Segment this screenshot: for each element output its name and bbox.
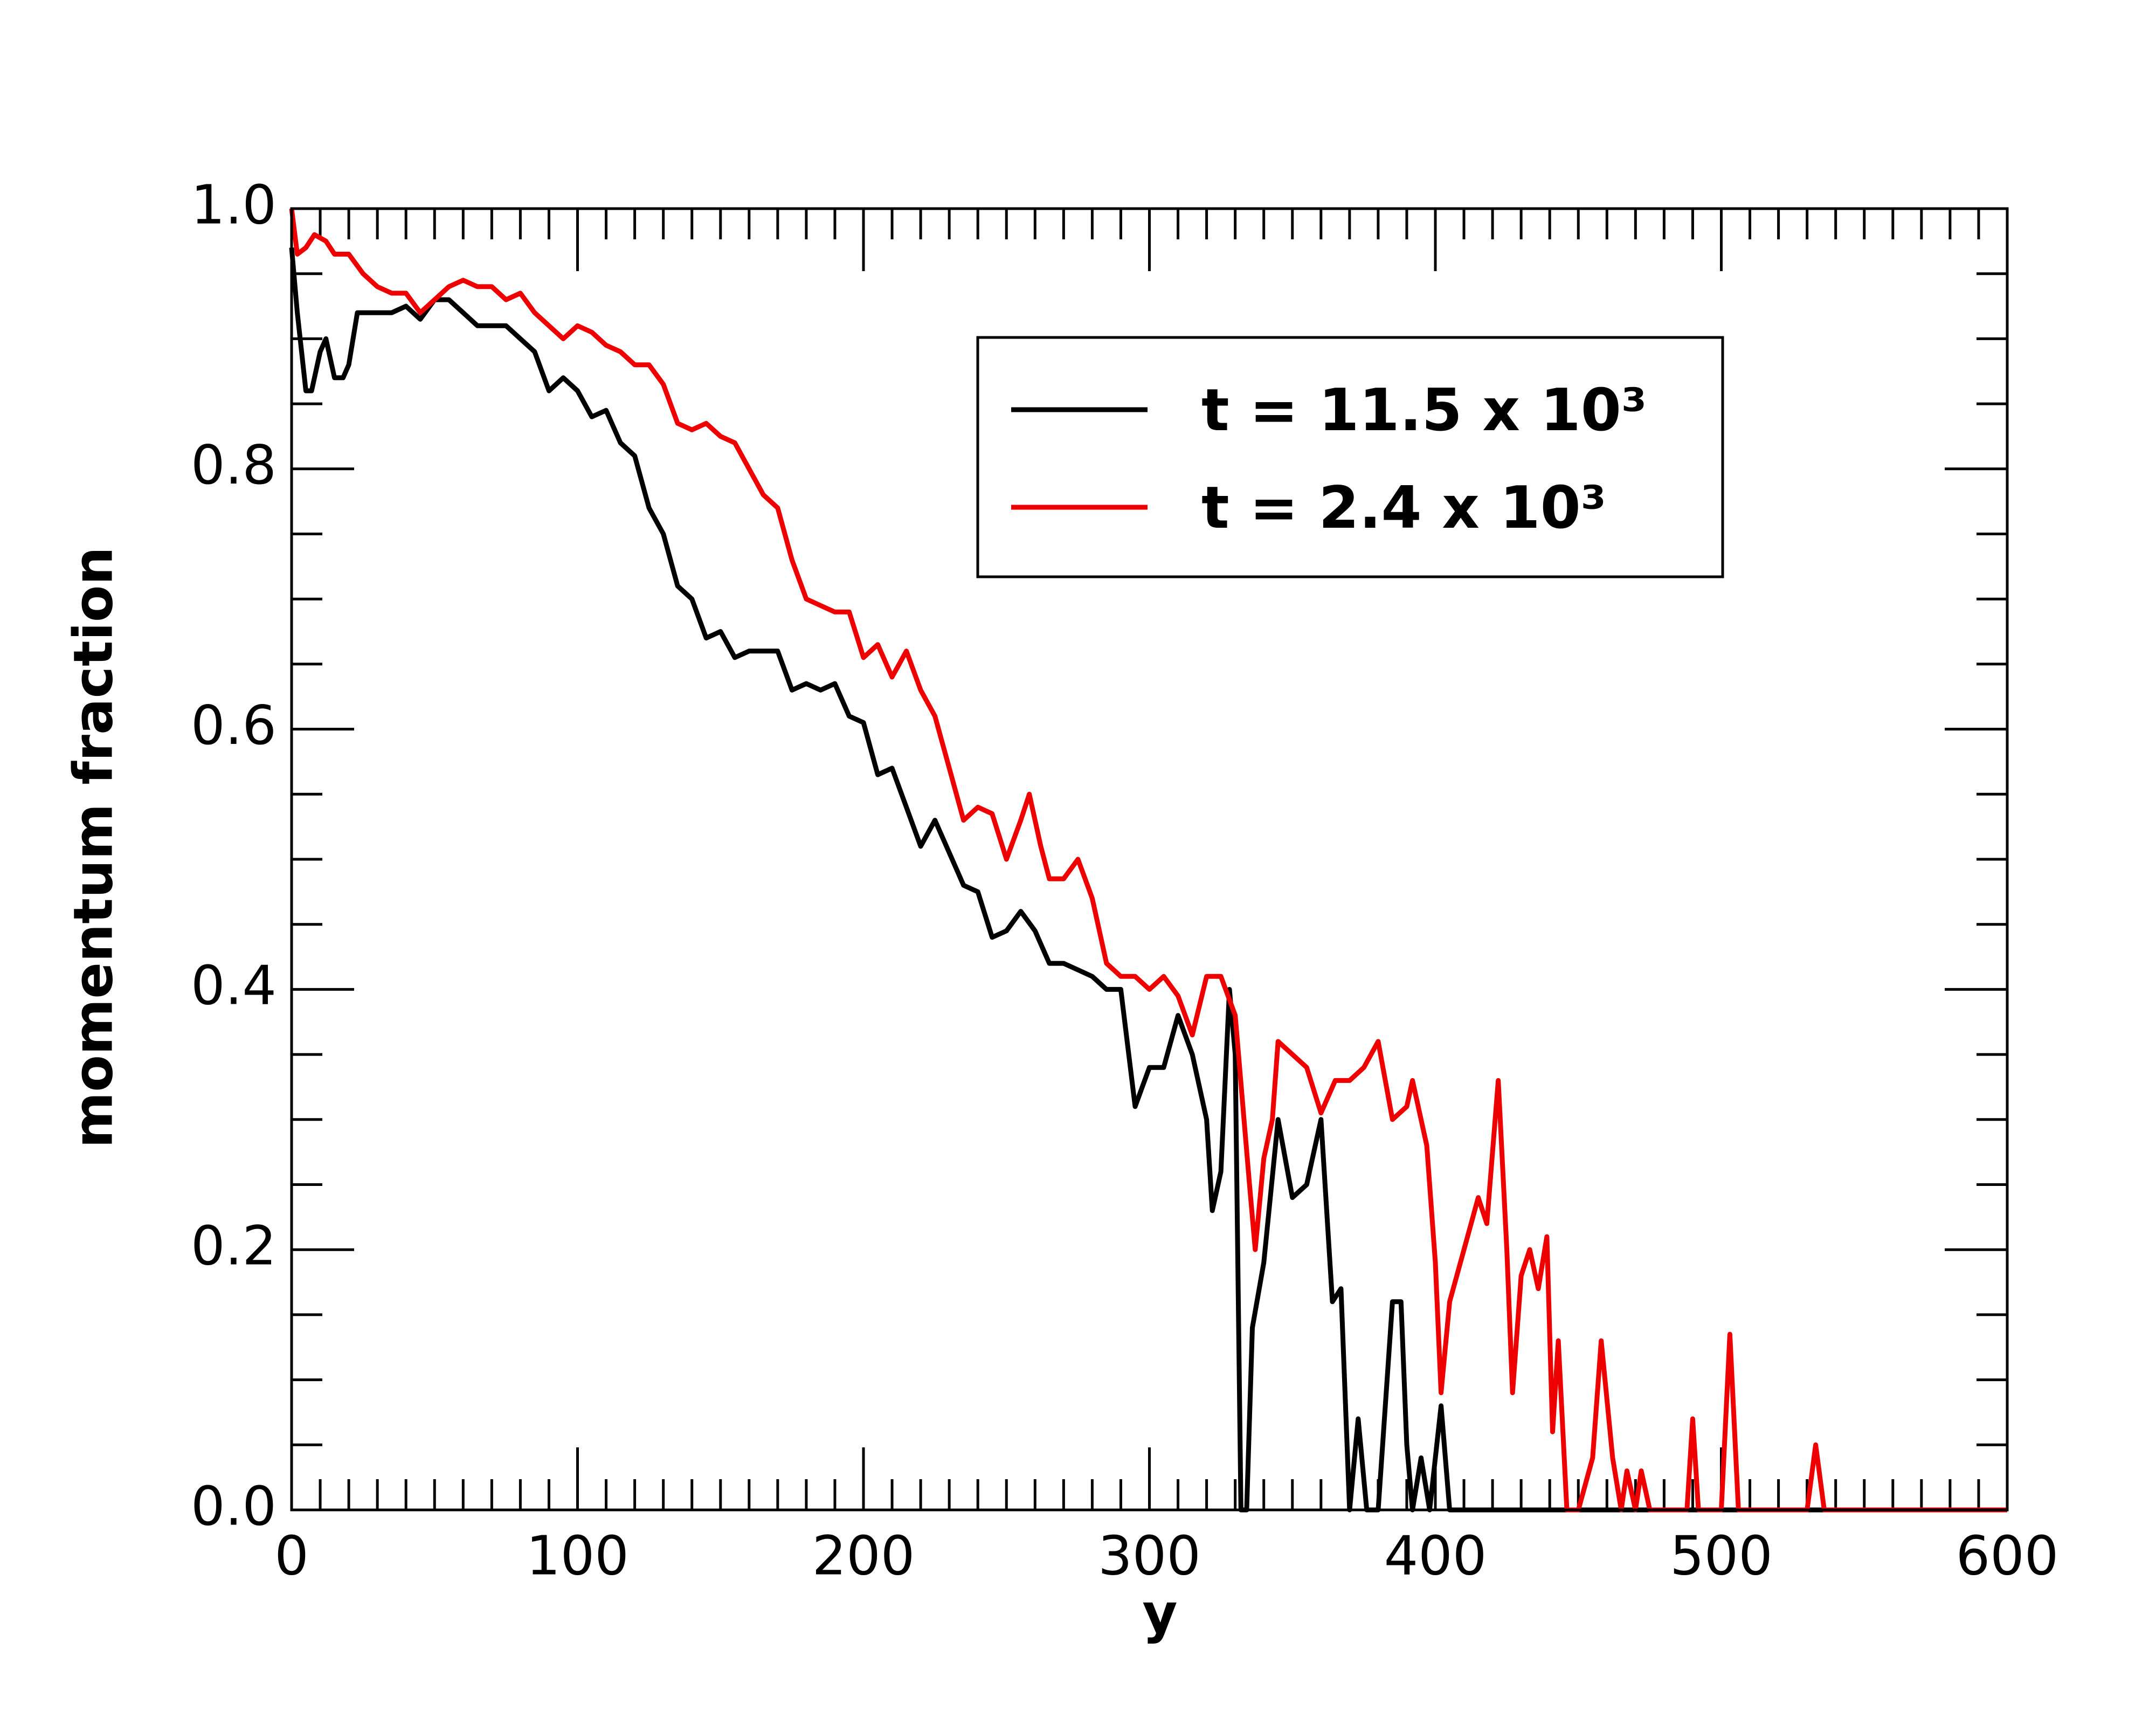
- x-tick-label: 500: [1670, 1524, 1773, 1587]
- y-tick-label: 0.6: [191, 694, 277, 757]
- y-tick-label: 0.4: [191, 954, 277, 1017]
- y-tick-label: 1.0: [191, 173, 277, 236]
- y-tick-label: 0.8: [191, 433, 277, 496]
- x-tick-label: 400: [1384, 1524, 1487, 1587]
- x-axis-label: y: [1142, 1582, 1177, 1645]
- legend-label: t = 2.4 x 10³: [1201, 474, 1606, 542]
- x-tick-label: 600: [1956, 1524, 2059, 1587]
- legend-label: t = 11.5 x 10³: [1201, 377, 1647, 444]
- x-tick-label: 100: [526, 1524, 629, 1587]
- x-tick-label: 0: [274, 1524, 309, 1587]
- y-tick-label: 0.0: [191, 1474, 277, 1537]
- series-line: [289, 247, 2007, 1513]
- y-tick-label: 0.2: [191, 1215, 277, 1278]
- plot-frame: [290, 207, 2009, 1512]
- y-axis-label: momentum fraction: [61, 547, 125, 1148]
- x-tick-label: 200: [812, 1524, 915, 1587]
- legend-box: [976, 336, 1724, 578]
- series-line: [289, 208, 2007, 1513]
- x-tick-label: 300: [1098, 1524, 1201, 1587]
